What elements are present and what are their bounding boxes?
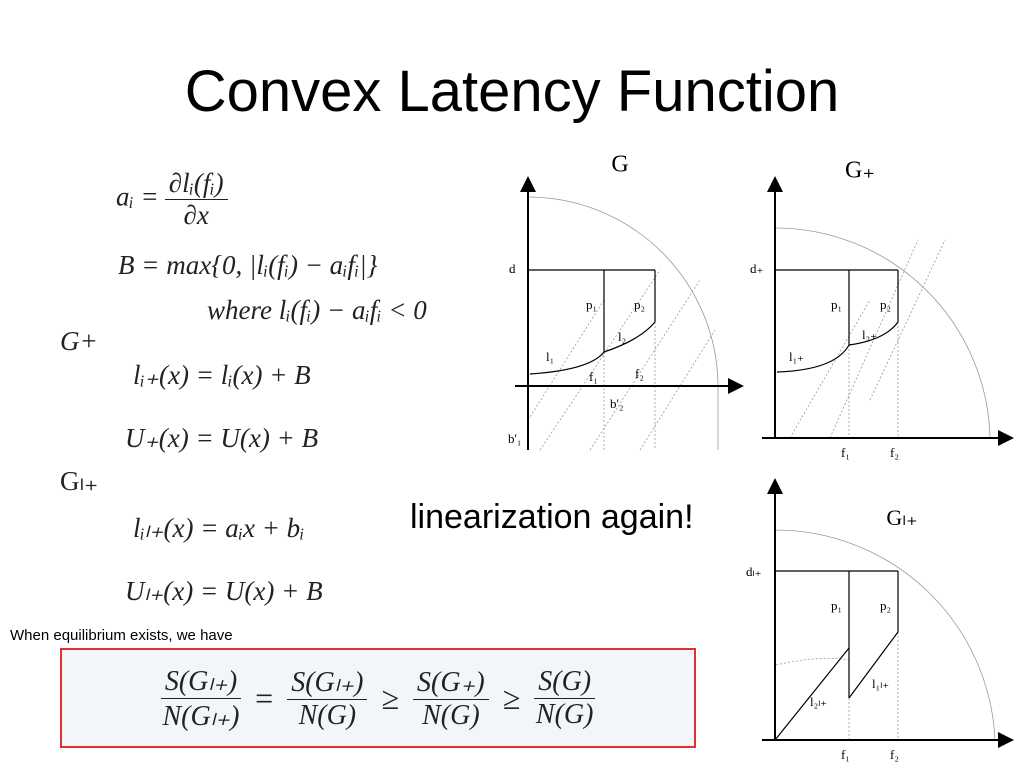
diagram-path (527, 269, 716, 451)
note: When equilibrium exists, we have (10, 627, 233, 644)
diagram-path (528, 269, 656, 375)
formula: U₊(x) = U(x) + B (125, 423, 319, 453)
diagram-path (527, 196, 719, 450)
numerator: ∂lᵢ(fᵢ) (164, 168, 228, 200)
formula: where lᵢ(fᵢ) − aᵢfᵢ < 0 (207, 295, 427, 325)
diagram-title: G (611, 152, 628, 178)
diagram-label: l₁ₗ₊ (872, 676, 889, 691)
diagram-label: b'₂ (610, 396, 623, 411)
diagram-label: l₂ₗ₊ (810, 694, 827, 709)
formula-heading: G+ (60, 326, 98, 356)
operator: ≥ (502, 679, 521, 716)
formula: Uₗ₊(x) = U(x) + B (125, 576, 323, 606)
denominator: N(Gₗ₊) (162, 700, 240, 732)
denominator: N(G) (535, 698, 594, 730)
diagram-label: l₁₊ (789, 349, 804, 364)
diagram-label: f₂ (635, 366, 644, 381)
diagram-label: p₁ (831, 297, 842, 312)
fraction: S(G) N(G) (534, 666, 596, 731)
operator: = (255, 679, 274, 716)
diagram-path (774, 227, 991, 439)
diagram-label: b'₁ (508, 431, 521, 446)
diagram-path (775, 269, 899, 373)
diagram-label: d₊ (750, 261, 763, 276)
fraction: ∂lᵢ(fᵢ) ∂x (164, 168, 228, 231)
diagram-title: G₊ (845, 158, 875, 184)
numerator: S(Gₗ₊) (287, 665, 368, 700)
diagram-label: f₁ (841, 445, 850, 460)
denominator: ∂x (183, 200, 209, 230)
diagram-label: p₂ (880, 297, 891, 312)
numerator: S(G) (534, 666, 596, 699)
diagram-label: p₁ (586, 297, 597, 312)
formula: B = max{0, |lᵢ(fᵢ) − aᵢfᵢ|} (118, 250, 378, 280)
inequality-box: S(Gₗ₊) N(Gₗ₊) = S(Gₗ₊) N(G) ≥ S(G₊) N(G) ≥ S(G) N(… (60, 648, 696, 748)
diagram-path (774, 529, 996, 741)
numerator: S(G₊) (413, 665, 489, 700)
formula-heading: Gₗ₊ (60, 466, 99, 496)
diagram-label: l₂₊ (862, 327, 877, 342)
diagram-label: d (509, 261, 516, 276)
caption: linearization again! (410, 498, 694, 536)
diagram-label: f₂ (890, 747, 899, 762)
formula: lᵢₗ₊(x) = aᵢx + bᵢ (133, 513, 305, 543)
diagram-path (774, 570, 899, 741)
fraction: S(Gₗ₊) N(Gₗ₊) (160, 664, 242, 733)
formula: lᵢ₊(x) = lᵢ(x) + B (133, 360, 311, 390)
denominator: N(G) (298, 699, 357, 731)
diagram-path (775, 632, 899, 740)
diagram-label: dₗ₊ (746, 564, 762, 579)
diagram-label: p₂ (880, 598, 891, 613)
numerator: S(Gₗ₊) (160, 664, 242, 699)
formula-lhs: aᵢ = (116, 181, 159, 212)
diagram-label: p₂ (634, 297, 645, 312)
fraction: S(G₊) N(G) (413, 665, 489, 732)
diagram-label: f₁ (589, 369, 598, 384)
diagram-label: l₂ (618, 329, 626, 344)
diagram-label: f₁ (841, 747, 850, 762)
diagram-label: p₁ (831, 598, 842, 613)
diagram-title: Gₗ₊ (886, 505, 917, 530)
diagram-label: f₂ (890, 445, 899, 460)
formula: aᵢ = ∂lᵢ(fᵢ) ∂x (116, 168, 234, 231)
denominator: N(G) (422, 699, 480, 731)
diagram-label: l₁ (546, 349, 554, 364)
diagram-path (848, 322, 899, 438)
operator: ≥ (381, 679, 400, 716)
slide-title: Convex Latency Function (184, 59, 840, 124)
fraction: S(Gₗ₊) N(G) (287, 665, 368, 732)
